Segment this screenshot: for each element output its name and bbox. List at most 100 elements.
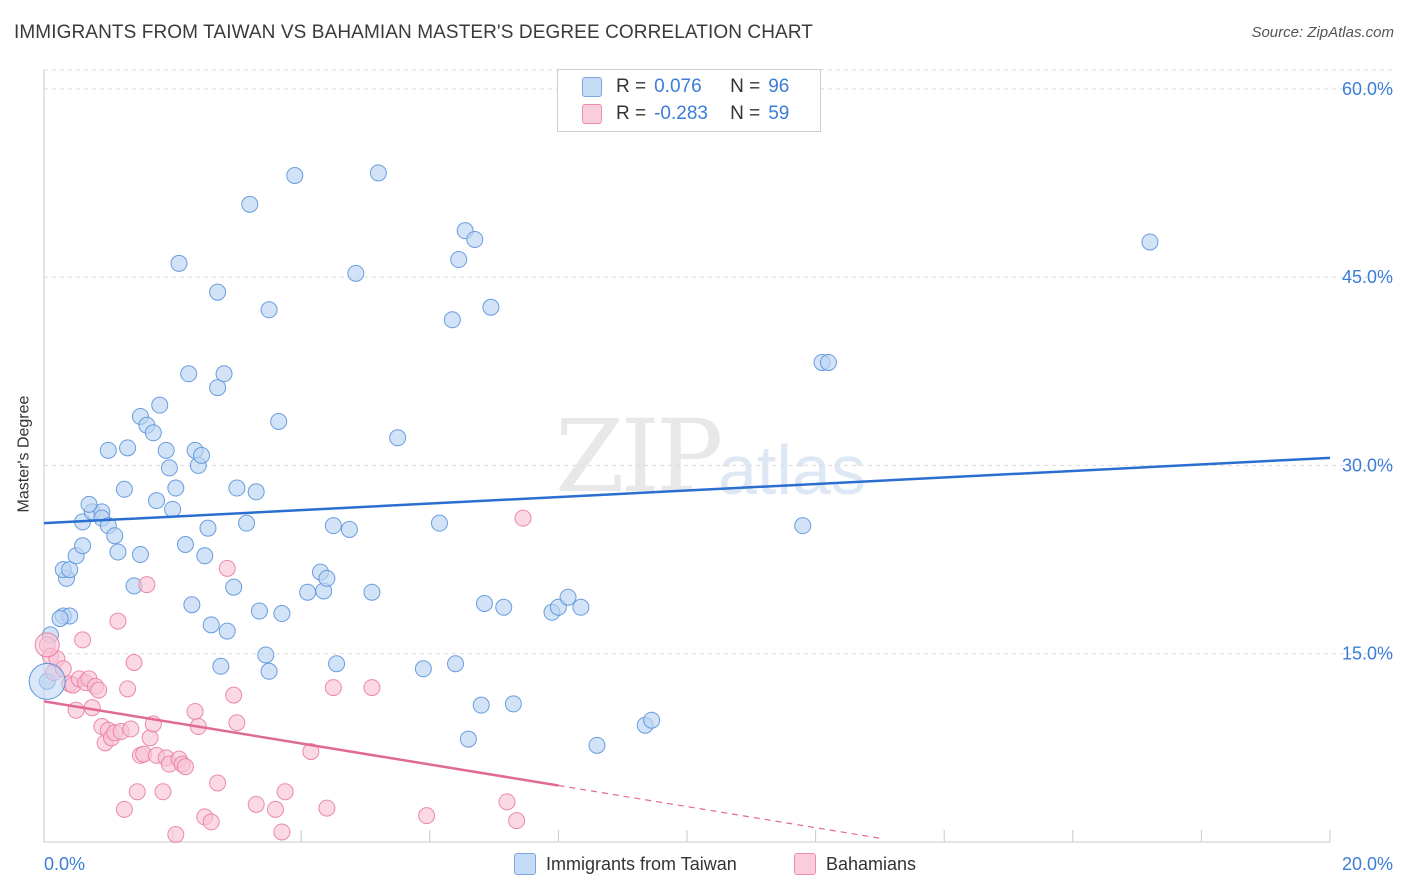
taiwan-point [389, 429, 407, 447]
bahamians-point [109, 612, 127, 630]
taiwan-point [443, 311, 461, 329]
legend-r-value: -0.283 [654, 103, 708, 124]
trend-lines [43, 456, 1331, 839]
taiwan-point [572, 598, 590, 616]
taiwan-point [475, 594, 493, 612]
bahamians-point [209, 774, 227, 792]
bahamians-point [128, 783, 146, 801]
taiwan-point [51, 610, 69, 628]
taiwan-point [196, 547, 214, 565]
chart-title: IMMIGRANTS FROM TAIWAN VS BAHAMIAN MASTE… [14, 22, 814, 43]
taiwan-point [148, 492, 166, 510]
bahamians-point [418, 807, 436, 825]
bahamians-point [508, 812, 526, 830]
taiwan-point [482, 298, 500, 316]
bottom-legend-swatch-taiwan [514, 853, 536, 875]
bahamians-point [167, 825, 185, 843]
taiwan-point [450, 251, 468, 269]
bahamians-point [276, 783, 294, 801]
bahamians-point [225, 686, 243, 704]
bahamians-point [318, 799, 336, 817]
y-tick-label: 30.0% [1342, 455, 1393, 475]
taiwan-point [215, 365, 233, 383]
bahamians-point [302, 743, 320, 761]
legend-row-taiwan: R = 0.076 N = 96 [582, 75, 789, 99]
taiwan-point [183, 596, 201, 614]
watermark-atlas: atlas [718, 431, 866, 509]
taiwan-point [199, 519, 217, 537]
bahamians-point [74, 631, 92, 649]
legend-swatch-taiwan [582, 77, 602, 97]
legend-n-value: 96 [768, 76, 790, 97]
taiwan-point [99, 441, 117, 459]
bahamians-point [115, 800, 133, 818]
taiwan-point [164, 500, 182, 518]
taiwan-point [180, 365, 198, 383]
taiwan-point [328, 655, 346, 673]
bahamians-point [34, 632, 60, 658]
bottom-legend-taiwan: Immigrants from Taiwan [514, 853, 737, 875]
bottom-legend-bahamians: Bahamians [794, 853, 916, 875]
taiwan-point [559, 588, 577, 606]
taiwan-point [80, 495, 98, 513]
taiwan-point [209, 379, 227, 397]
axes [43, 70, 1331, 843]
bahamians-point [324, 679, 342, 697]
taiwan-point [819, 353, 837, 371]
bahamians-point [202, 813, 220, 831]
taiwan-point [257, 646, 275, 664]
taiwan-point [144, 424, 162, 442]
taiwan-point [495, 598, 513, 616]
taiwan-point [218, 622, 236, 640]
taiwan-point [363, 583, 381, 601]
taiwan-point [250, 602, 268, 620]
legend-row-bahamians: R = -0.283 N = 59 [582, 102, 789, 126]
taiwan-point [643, 711, 661, 729]
legend-r-label: R = [616, 103, 647, 124]
taiwan-point [28, 662, 66, 700]
legend-n-value: 59 [768, 103, 790, 124]
taiwan-point [414, 660, 432, 678]
taiwan-point [247, 483, 265, 501]
taiwan-trend-line [43, 456, 1331, 525]
x-tick-label: 20.0% [1342, 854, 1393, 874]
taiwan-point [430, 514, 448, 532]
taiwan-point [209, 283, 227, 301]
y-tick-label: 45.0% [1342, 267, 1393, 287]
x-tick-label: 0.0% [44, 854, 85, 874]
bahamians-point [247, 795, 265, 813]
legend-n-label: N = [730, 76, 761, 97]
taiwan-point [151, 396, 169, 414]
bahamians-point [141, 729, 159, 747]
taiwan-point [324, 517, 342, 535]
bahamians-trend-extension [558, 784, 880, 839]
taiwan-point [318, 569, 336, 587]
bahamians-point [273, 823, 291, 841]
taiwan-point [157, 441, 175, 459]
taiwan-point [241, 195, 259, 213]
bahamians-point [138, 576, 156, 594]
taiwan-point [167, 479, 185, 497]
taiwan-point [74, 537, 92, 555]
bahamians-point [266, 800, 284, 818]
taiwan-point [106, 527, 124, 545]
tick-labels: 15.0% 30.0% 45.0% 60.0% 0.0% 20.0% [44, 79, 1393, 874]
taiwan-point [299, 583, 317, 601]
bahamians-point [119, 680, 137, 698]
taiwan-point [202, 616, 220, 634]
taiwan-point [109, 543, 127, 561]
taiwan-point [466, 230, 484, 248]
taiwan-point [270, 412, 288, 430]
bahamians-trend-line [43, 700, 559, 787]
taiwan-point [286, 166, 304, 184]
y-tick-label: 60.0% [1342, 79, 1393, 99]
taiwan-point [212, 657, 230, 675]
bahamians-point [154, 783, 172, 801]
taiwan-point [176, 535, 194, 553]
taiwan-point [119, 439, 137, 457]
data-points [28, 164, 1159, 843]
taiwan-point [170, 254, 188, 272]
taiwan-point [504, 695, 522, 713]
taiwan-point [193, 446, 211, 464]
